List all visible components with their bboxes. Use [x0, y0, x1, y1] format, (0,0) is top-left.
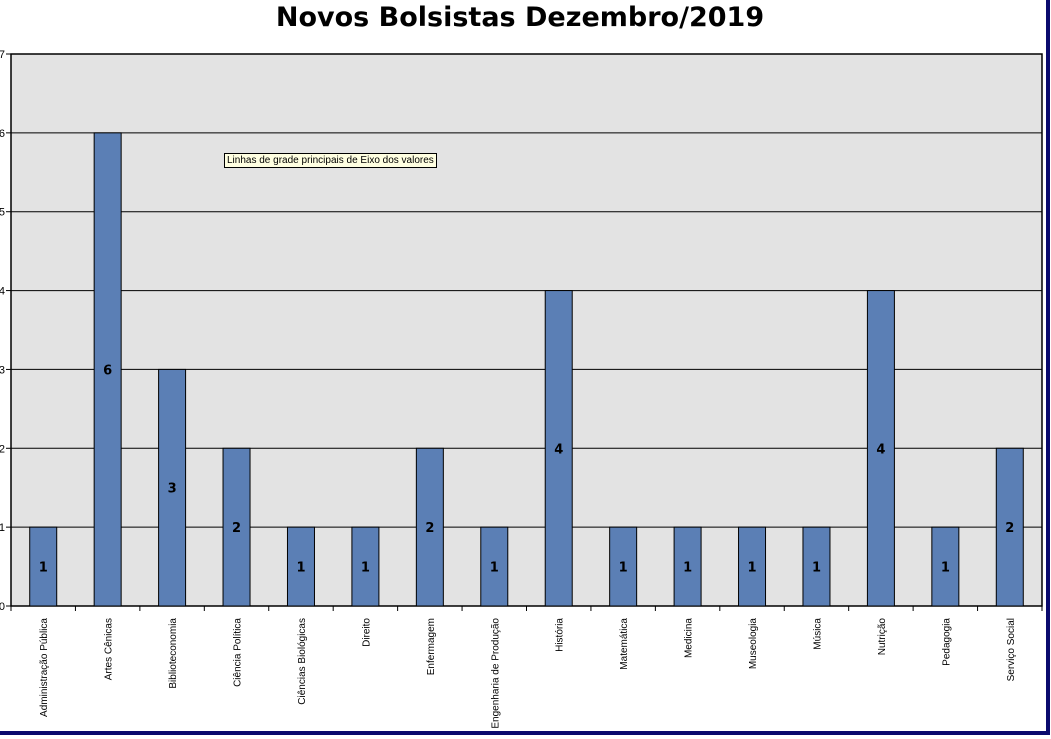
x-tick-label: Medicina	[684, 618, 695, 658]
data-label: 1	[490, 561, 499, 576]
bar	[995, 447, 1024, 607]
x-tick-label: Pedagogia	[941, 618, 952, 666]
bar	[866, 290, 895, 607]
y-tick-label: 3	[0, 364, 5, 376]
x-tick-label: Serviço Social	[1006, 618, 1017, 681]
bar	[222, 447, 251, 607]
y-tick-label: 6	[0, 128, 5, 140]
data-label: 2	[1005, 521, 1014, 536]
data-label: 1	[39, 561, 48, 576]
bar	[609, 526, 638, 607]
bar	[29, 526, 58, 607]
bar	[931, 526, 960, 607]
data-label: 1	[296, 561, 305, 576]
data-label: 4	[554, 442, 563, 457]
x-tick-label: História	[555, 618, 566, 652]
bar	[544, 290, 573, 607]
data-label: 3	[168, 482, 177, 497]
x-tick-label: Nutrição	[877, 618, 888, 656]
gridline-tooltip: Linhas de grade principais de Eixo dos v…	[224, 153, 437, 168]
x-tick-label: Ciência Política	[233, 618, 244, 687]
y-tick-label: 4	[0, 286, 5, 298]
bar	[415, 447, 444, 607]
bar	[480, 526, 509, 607]
y-tick-label: 0	[0, 601, 5, 613]
data-label: 1	[748, 561, 757, 576]
x-tick-label: Engenharia de Produção	[490, 618, 501, 729]
chart-title: Novos Bolsistas Dezembro/2019	[275, 2, 765, 33]
bar	[673, 526, 702, 607]
data-label: 1	[361, 561, 370, 576]
bar	[738, 526, 767, 607]
x-tick-label: Ciências Biológicas	[297, 618, 308, 705]
bar	[351, 526, 380, 607]
x-tick-label: Administração Pública	[39, 618, 50, 717]
y-tick-label: 7	[0, 49, 5, 61]
data-label: 1	[941, 561, 950, 576]
x-tick-label: Museologia	[748, 618, 759, 670]
x-tick-label: Direito	[361, 618, 372, 647]
data-label: 1	[619, 561, 628, 576]
data-label: 1	[812, 561, 821, 576]
data-label: 1	[683, 561, 692, 576]
bar	[802, 526, 831, 607]
bar	[158, 368, 187, 607]
x-tick-label: Matemática	[619, 618, 630, 670]
data-label: 4	[876, 442, 885, 457]
data-label: 2	[425, 521, 434, 536]
bar	[286, 526, 315, 607]
bar	[93, 132, 122, 607]
x-tick-label: Música	[812, 618, 823, 650]
y-tick-label: 5	[0, 207, 5, 219]
x-tick-label: Biblioteconomia	[168, 618, 179, 689]
x-tick-label: Artes Cênicas	[104, 618, 115, 680]
data-label: 6	[103, 363, 112, 378]
x-tick-label: Enfermagem	[426, 618, 437, 675]
data-label: 2	[232, 521, 241, 536]
y-tick-label: 2	[0, 443, 5, 455]
y-tick-label: 1	[0, 522, 5, 534]
